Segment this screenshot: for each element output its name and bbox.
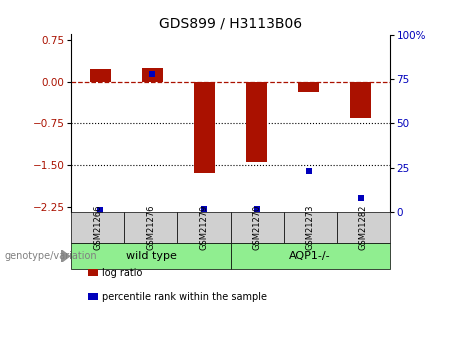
Bar [142,68,163,82]
Text: GSM21270: GSM21270 [253,205,261,250]
Point [253,206,260,211]
Text: GSM21282: GSM21282 [359,205,367,250]
Text: GSM21279: GSM21279 [200,205,208,250]
Text: wild type: wild type [125,251,177,261]
Point [201,206,208,211]
Bar [194,82,215,173]
Text: GSM21276: GSM21276 [147,205,155,250]
Title: GDS899 / H3113B06: GDS899 / H3113B06 [159,17,302,31]
Point [96,208,104,213]
Text: AQP1-/-: AQP1-/- [289,251,331,261]
Point [357,195,365,201]
Point [148,71,156,76]
Bar [90,69,111,82]
Bar [350,82,371,118]
Text: log ratio: log ratio [102,268,143,277]
Bar [246,82,267,162]
Text: GSM21273: GSM21273 [306,205,314,250]
Text: GSM21266: GSM21266 [94,205,102,250]
Polygon shape [61,250,70,262]
Text: percentile rank within the sample: percentile rank within the sample [102,292,267,302]
Text: genotype/variation: genotype/variation [5,251,97,261]
Bar [298,82,319,92]
Point [305,169,313,174]
